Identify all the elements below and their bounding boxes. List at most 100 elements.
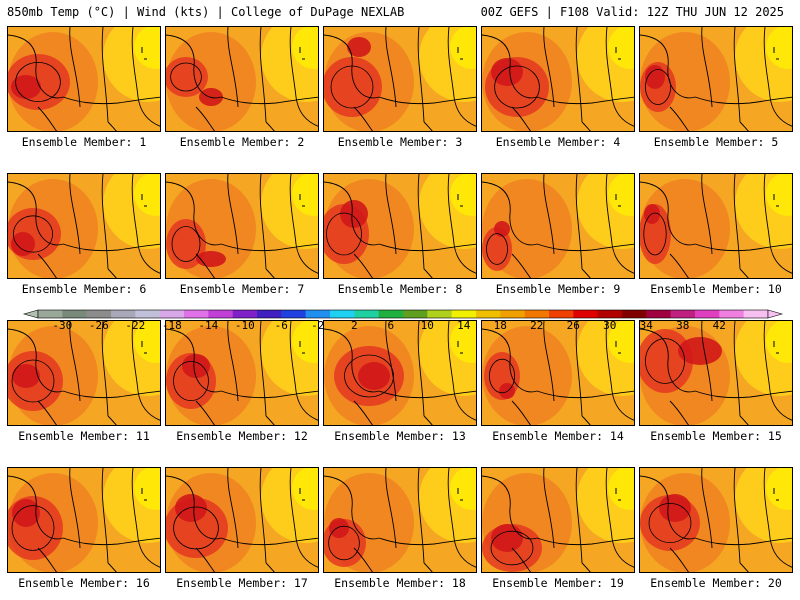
ensemble-member-label: Ensemble Member: 17 xyxy=(176,576,308,590)
colorbar-swatch xyxy=(208,310,233,318)
temperature-map xyxy=(8,468,160,572)
colorbar-swatch xyxy=(500,310,525,318)
ensemble-member-label: Ensemble Member: 3 xyxy=(337,135,463,149)
wind-barb-icon xyxy=(299,47,305,60)
ensemble-member-label: Ensemble Member: 8 xyxy=(337,282,463,296)
colorbar-swatch xyxy=(646,310,671,318)
hottest-region xyxy=(678,337,722,365)
colorbar-swatch xyxy=(524,310,550,318)
ensemble-map-panel xyxy=(7,320,161,426)
coolest-region xyxy=(134,468,160,510)
ensemble-map-panel xyxy=(639,26,793,132)
temperature-map xyxy=(8,27,160,131)
colorbar-swatch xyxy=(427,310,452,318)
coolest-region xyxy=(450,468,476,510)
hottest-region xyxy=(11,232,35,256)
colorbar-swatch xyxy=(232,310,258,318)
ensemble-member-label: Ensemble Member: 20 xyxy=(650,576,782,590)
colorbar-swatch xyxy=(159,310,185,318)
temperature-map xyxy=(482,468,634,572)
isotherm-contour xyxy=(643,212,667,256)
state-boundaries xyxy=(8,174,160,278)
temperature-map xyxy=(8,174,160,278)
temperature-map xyxy=(640,27,792,131)
hot-region xyxy=(640,329,693,393)
isotherm-contour xyxy=(173,361,209,402)
ensemble-map-panel xyxy=(481,320,635,426)
ensemble-member-label: Ensemble Member: 14 xyxy=(492,429,624,443)
ensemble-map-panel xyxy=(481,467,635,573)
wind-barb-icon xyxy=(615,488,621,501)
colorbar-tick-label: 38 xyxy=(676,319,689,332)
colorbar-tick-label: -22 xyxy=(125,319,145,332)
colorbar-swatch xyxy=(719,310,744,318)
colorbar-swatch xyxy=(330,310,355,318)
colorbar-tick-label: -14 xyxy=(198,319,218,332)
hottest-region xyxy=(340,200,368,228)
isotherm-contour xyxy=(488,358,516,394)
colorbar-tick-label: 14 xyxy=(457,319,471,332)
colorbar-swatch xyxy=(549,310,574,318)
hottest-region xyxy=(491,524,523,552)
temperature-map xyxy=(482,174,634,278)
wind-barb-icon xyxy=(615,47,621,60)
colorbar-swatch xyxy=(451,310,477,318)
isotherm-contour xyxy=(326,212,362,256)
wind-barb-icon xyxy=(299,488,305,501)
state-boundaries xyxy=(640,468,792,572)
coolest-region xyxy=(450,321,476,363)
temperature-map xyxy=(166,174,318,278)
colorbar-swatch xyxy=(622,310,647,318)
colorbar-swatch xyxy=(62,310,87,318)
temperature-colorbar: -30 -26 -22 -18 -14 -10 -6 -2 2 6 10 14 18 22 26 30 34 38… xyxy=(22,309,784,332)
state-boundaries xyxy=(640,27,792,131)
wind-barb-icon xyxy=(141,488,147,501)
coolest-region xyxy=(292,27,318,69)
state-boundaries xyxy=(166,174,318,278)
isotherm-contour xyxy=(170,62,202,92)
colorbar-tick-label: -26 xyxy=(89,319,109,332)
model-run-info: 00Z GEFS | F108 Valid: 12Z THU JUN 12 20… xyxy=(480,5,784,19)
isotherm-contour xyxy=(644,69,672,105)
colorbar-swatch xyxy=(184,310,209,318)
ensemble-map-panel xyxy=(481,26,635,132)
isotherm-contour xyxy=(15,62,61,103)
colorbar-tick-label: 10 xyxy=(421,319,434,332)
hottest-region xyxy=(659,494,691,522)
hottest-region xyxy=(347,37,371,57)
coolest-region xyxy=(608,321,634,363)
ensemble-map-panel xyxy=(481,173,635,279)
ensemble-member-label: Ensemble Member: 5 xyxy=(653,135,779,149)
ensemble-map-panel xyxy=(7,467,161,573)
ensemble-member-label: Ensemble Member: 2 xyxy=(179,135,305,149)
colorbar-tick-label: 42 xyxy=(713,319,726,332)
temperature-map xyxy=(640,174,792,278)
wind-barb-icon xyxy=(615,341,621,354)
ensemble-member-label: Ensemble Member: 6 xyxy=(21,282,147,296)
isotherm-contour xyxy=(11,359,55,403)
map-title: 850mb Temp (°C) | Wind (kts) | College o… xyxy=(7,5,405,19)
ensemble-map-panel xyxy=(323,173,477,279)
isotherm-contour xyxy=(494,65,540,109)
coolest-region xyxy=(450,174,476,216)
ensemble-map-panel xyxy=(165,467,319,573)
ensemble-member-label: Ensemble Member: 1 xyxy=(21,135,147,149)
colorbar-tick-label: 18 xyxy=(494,319,507,332)
coolest-region xyxy=(134,174,160,216)
isotherm-contour xyxy=(648,503,692,544)
colorbar-swatch xyxy=(403,310,428,318)
state-boundaries xyxy=(8,321,160,425)
state-boundaries xyxy=(482,174,634,278)
colorbar-swatch xyxy=(38,310,63,318)
wind-barb-icon xyxy=(457,47,463,60)
colorbar-tick-label: -6 xyxy=(275,319,288,332)
hottest-region xyxy=(491,58,523,86)
isotherm-contour xyxy=(11,505,55,551)
ensemble-member-label: Ensemble Member: 4 xyxy=(495,135,621,149)
colorbar-tick-label: -30 xyxy=(52,319,72,332)
wind-barb-icon xyxy=(773,488,779,501)
isotherm-contour xyxy=(171,226,201,262)
coolest-region xyxy=(766,174,792,216)
hottest-region xyxy=(358,362,390,390)
colorbar-swatch xyxy=(86,310,112,318)
